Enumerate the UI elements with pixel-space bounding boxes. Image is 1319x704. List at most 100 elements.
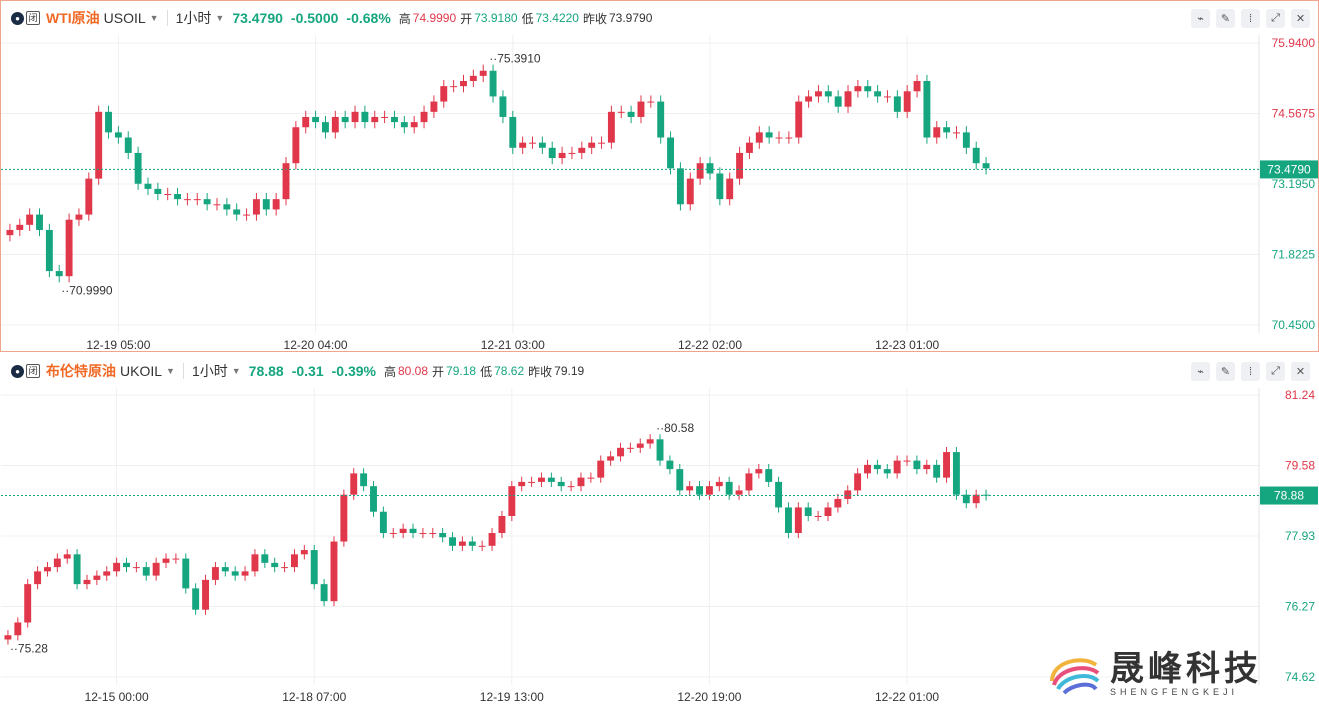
candle-body: [105, 111, 112, 133]
x-tick-label: 12-23 01:00: [875, 338, 939, 351]
fullscreen-icon[interactable]: ⤢: [1266, 362, 1285, 381]
symbol-dropdown-icon[interactable]: ▼: [149, 13, 159, 23]
candle-body: [231, 571, 239, 576]
instrument-symbol[interactable]: UKOIL: [120, 363, 163, 379]
candle-body: [154, 188, 162, 195]
candle-body: [913, 460, 921, 470]
candle-body: [578, 147, 586, 153]
y-tick-label: 79.58: [1285, 459, 1315, 473]
candle-body: [814, 515, 822, 517]
candle-body: [844, 490, 852, 499]
timeframe-select[interactable]: 1小时: [191, 363, 228, 379]
candle-body: [93, 575, 101, 580]
candle-body: [547, 477, 555, 482]
candle-body: [528, 481, 536, 483]
candle-body: [755, 469, 763, 474]
candlestick-plot[interactable]: 81.24 79.58 77.93 76.27 74.62 12-15 00:00 12-1…: [1, 388, 1318, 703]
candle-body: [282, 163, 290, 200]
candle-body: [962, 494, 970, 504]
draw-tool-icon[interactable]: ✎: [1216, 362, 1235, 381]
candle-body: [598, 142, 605, 144]
candle-body: [400, 122, 408, 128]
candle-body: [75, 214, 83, 220]
candle-body: [330, 541, 338, 602]
candle-body: [399, 528, 407, 534]
market-closed-badge: 闭: [26, 11, 40, 25]
candle-body: [705, 486, 713, 495]
candle-body: [568, 152, 576, 154]
timeframe-dropdown-icon[interactable]: ▼: [215, 13, 225, 23]
candle-body: [489, 70, 497, 97]
instrument-symbol[interactable]: USOIL: [103, 10, 146, 26]
candle-body: [686, 486, 694, 491]
candle-body: [458, 541, 466, 546]
candle-body: [854, 86, 862, 92]
timeframe-select[interactable]: 1小时: [175, 10, 212, 26]
candle-body: [114, 132, 122, 138]
price-change-pct: -0.39%: [331, 363, 376, 379]
candle-body: [340, 494, 348, 542]
candle-body: [696, 163, 704, 179]
candle-body: [193, 199, 201, 201]
candle-body: [252, 199, 260, 215]
current-price-text: 78.88: [1274, 489, 1304, 503]
fullscreen-icon[interactable]: ⤢: [1266, 9, 1285, 28]
candle-body: [864, 464, 871, 474]
candlestick-plot[interactable]: 75.9400 74.5675 73.1950 71.8225 70.4500 12-19…: [1, 35, 1318, 351]
candle-body: [903, 460, 911, 462]
candle-body: [785, 137, 793, 139]
brent-chart-panel: ● 闭 布伦特原油 UKOIL ▼ 1小时 ▼ 78.88 -0.31 -0.3…: [0, 353, 1319, 704]
candle-body: [893, 96, 901, 112]
min-price-annotation: ··70.9990: [61, 283, 113, 297]
candle-body: [192, 588, 200, 610]
chart-toolbar: ⌁ ✎ ⁞ ⤢ ✕: [1191, 362, 1310, 381]
chart-type-icon[interactable]: ⌁: [1191, 362, 1210, 381]
x-tick-label: 12-20 04:00: [284, 338, 348, 351]
candle-body: [499, 96, 507, 117]
candle-body: [152, 562, 160, 576]
market-status-icon: ●: [11, 364, 24, 378]
candle-body: [656, 439, 664, 461]
high-value: 80.08: [398, 364, 429, 378]
candle-body: [439, 533, 447, 538]
candle-body: [320, 584, 328, 602]
instrument-title[interactable]: WTI原油: [46, 10, 100, 26]
candle-body: [450, 86, 458, 88]
y-tick-label: 73.1950: [1272, 177, 1316, 191]
market-closed-badge: 闭: [26, 364, 40, 378]
candle-body: [706, 163, 714, 174]
candle-body: [508, 486, 516, 516]
chart-header: ● 闭 WTI原油 USOIL ▼ 1小时 ▼ 73.4790 -0.5000 …: [1, 1, 1318, 35]
market-status-icon: ●: [11, 11, 24, 25]
candle-body: [834, 498, 842, 508]
draw-tool-icon[interactable]: ✎: [1216, 9, 1235, 28]
candle-body: [134, 152, 142, 184]
candle-body: [509, 116, 517, 148]
open-value: 79.18: [446, 364, 477, 378]
logo-text-en: SHENGFENGKEJI: [1110, 687, 1239, 697]
close-icon[interactable]: ✕: [1291, 9, 1310, 28]
chart-type-icon[interactable]: ⌁: [1191, 9, 1210, 28]
candle-body: [202, 579, 209, 610]
candle-body: [6, 229, 14, 236]
symbol-dropdown-icon[interactable]: ▼: [166, 366, 175, 376]
y-tick-label: 77.93: [1285, 529, 1315, 543]
candle-body: [667, 137, 675, 169]
candle-body: [557, 481, 565, 487]
indicator-icon[interactable]: ⁞: [1241, 362, 1260, 381]
candle-body: [548, 147, 556, 159]
candle-body: [933, 464, 941, 478]
high-label: 高: [398, 11, 411, 26]
candle-body: [174, 194, 182, 200]
y-tick-label: 81.24: [1285, 388, 1315, 402]
candle-body: [962, 132, 970, 148]
candle-body: [233, 209, 241, 215]
close-icon[interactable]: ✕: [1291, 362, 1310, 381]
candle-body: [300, 550, 308, 555]
candle-body: [478, 545, 486, 547]
instrument-title[interactable]: 布伦特原油: [46, 363, 116, 379]
candle-body: [379, 511, 387, 534]
indicator-icon[interactable]: ⁞: [1241, 9, 1260, 28]
timeframe-dropdown-icon[interactable]: ▼: [231, 366, 241, 376]
candle-body: [587, 477, 595, 479]
